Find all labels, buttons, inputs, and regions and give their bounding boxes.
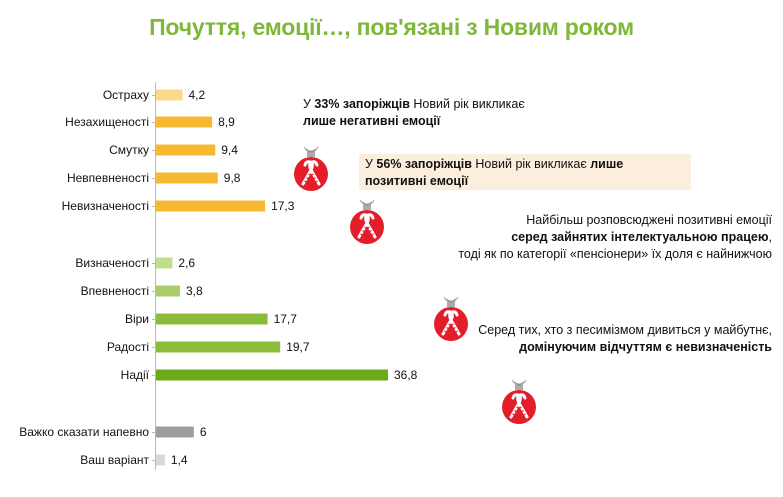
category-label: Впевненості — [81, 284, 149, 298]
value-label: 36,8 — [394, 368, 418, 382]
note-pessimists: Серед тих, хто з песимізмом дивиться у м… — [460, 322, 772, 356]
axis-ticks — [152, 95, 156, 461]
bar — [156, 285, 180, 297]
value-label: 19,7 — [286, 340, 310, 354]
value-label: 6 — [200, 425, 207, 439]
bars — [156, 89, 388, 466]
value-label: 3,8 — [186, 284, 203, 298]
note2-bold-text: лише позитивні емоції — [365, 157, 624, 188]
bar — [156, 89, 183, 101]
category-label: Незахищеності — [65, 115, 149, 129]
bar — [156, 144, 216, 156]
category-label: Важко сказати напевно — [19, 425, 149, 439]
bar — [156, 116, 213, 128]
category-label: Ваш варіант — [80, 453, 149, 467]
bar — [156, 341, 281, 353]
value-labels: 4,2 8,9 9,4 9,8 17,3 2,6 3,8 17,7 19,7 36,8 6 1,4 — [171, 88, 418, 467]
christmas-ornament-icon — [500, 378, 538, 426]
note2-mid: Новий рік викликає — [471, 157, 591, 171]
note-positive: У 56% запоріжців Новий рік викликає лише… — [359, 154, 691, 190]
note1-bold-percent: 33% запоріжців — [314, 97, 410, 111]
christmas-ornament-icon — [348, 198, 386, 246]
note3-line3: тоді як по категорії «пенсіонери» їх дол… — [458, 247, 772, 261]
value-label: 9,4 — [221, 143, 238, 157]
bar — [156, 172, 218, 184]
bar — [156, 369, 388, 381]
value-label: 17,3 — [271, 199, 295, 213]
category-label: Радості — [107, 340, 149, 354]
bar — [156, 313, 268, 325]
note3-comma: , — [768, 230, 772, 244]
note-intellectual-workers: Найбільш розповсюджені позитивні емоції с… — [432, 212, 772, 263]
category-label: Надії — [121, 368, 150, 382]
category-label: Визначеності — [75, 256, 149, 270]
value-label: 17,7 — [274, 312, 298, 326]
note3-line1: Найбільш розповсюджені позитивні емоції — [526, 213, 772, 227]
bar — [156, 454, 165, 466]
note4-line1: Серед тих, хто з песимізмом дивиться у м… — [478, 323, 772, 337]
christmas-ornament-icon — [432, 295, 470, 343]
value-label: 9,8 — [224, 171, 241, 185]
note2-bold-percent: 56% запоріжців — [376, 157, 472, 171]
category-label: Невизначеності — [62, 199, 149, 213]
category-label: Смутку — [109, 143, 149, 157]
note1-bold-text: лише негативні емоції — [303, 114, 441, 128]
value-label: 4,2 — [188, 88, 205, 102]
note4-bold: домінуючим відчуттям є невизначеність — [519, 340, 772, 354]
category-label: Невпевненості — [67, 171, 149, 185]
note1-mid: Новий рік викликає — [409, 97, 525, 111]
value-label: 2,6 — [178, 256, 195, 270]
note-negative: У 33% запоріжців Новий рік викликає лише… — [303, 96, 533, 130]
category-label: Віри — [125, 312, 149, 326]
note3-bold: серед зайнятих інтелектуальною працею — [511, 230, 769, 244]
category-labels: Остраху Незахищеності Смутку Невпевненості Н… — [19, 88, 149, 467]
value-label: 1,4 — [171, 453, 188, 467]
christmas-ornament-icon — [292, 145, 330, 193]
bar — [156, 426, 194, 438]
category-label: Остраху — [103, 88, 149, 102]
value-label: 8,9 — [218, 115, 235, 129]
chart-title: Почуття, емоції…, пов'язані з Новим роко… — [149, 14, 634, 40]
note1-pre: У — [303, 97, 315, 111]
bar — [156, 200, 266, 212]
bar — [156, 257, 173, 269]
note2-pre: У — [365, 157, 377, 171]
